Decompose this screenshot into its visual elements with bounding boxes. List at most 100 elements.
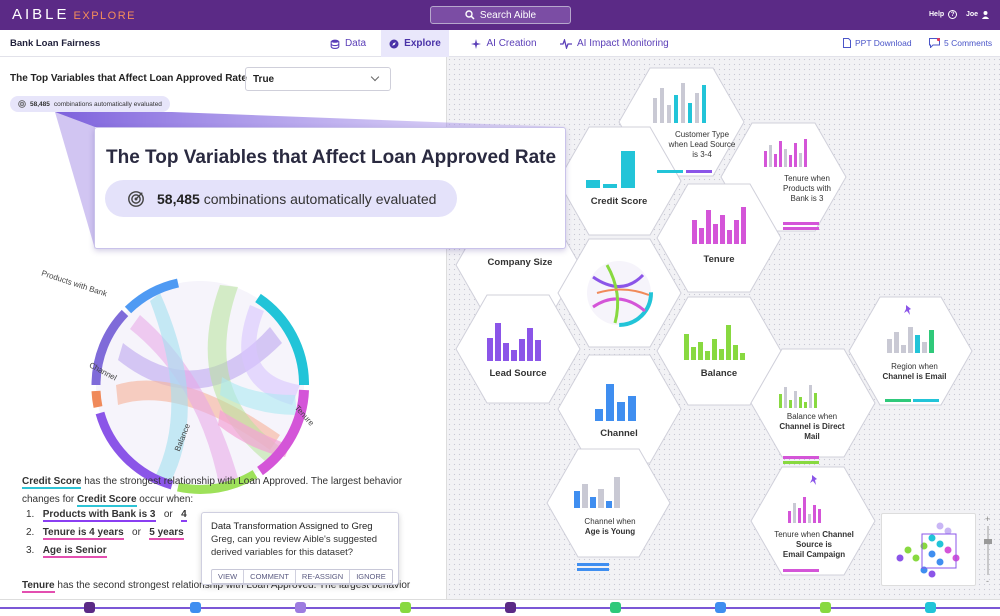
comment-icon [929,38,940,48]
question-title: The Top Variables that Affect Loan Appro… [10,73,247,84]
svg-text:+: + [985,514,990,524]
hex-balance-channel-bars [779,385,819,464]
minimap-graphic [896,522,960,578]
timeline-node[interactable] [84,602,95,613]
hex-channel-age-bars [574,477,620,571]
list-item: 1. Products with Bank is 3 or 4 [26,509,187,522]
condition-link[interactable]: Tenure is 4 years [42,527,124,540]
popup-title: Data Transformation Assigned to Greg [211,521,373,532]
combinations-badge: 58,485 combinations automatically evaluat… [10,96,170,112]
popup-body: Greg, can you review Aible's suggested d… [211,534,378,558]
ppt-download-link[interactable]: PPT Download [843,38,912,48]
insight-text: Credit Score has the strongest relations… [22,476,403,507]
reassign-button[interactable]: RE-ASSIGN [296,570,351,583]
app-logo[interactable]: AIBLE EXPLORE [12,6,136,23]
hex-label-channel-age[interactable]: Channel when Age is Young [584,517,636,536]
tab-ai-impact-monitoring[interactable]: AI Impact Monitoring [560,30,680,57]
timeline-node[interactable] [925,602,936,613]
list-item: 3. Age is Senior [26,545,107,558]
hex-label-tenure-channel[interactable]: Tenure when Channel Source is Email Campai… [774,530,854,559]
hex-center-chord [585,259,653,327]
hex-tenure-products-bars [764,139,819,230]
ignore-button[interactable]: IGNORE [356,572,386,581]
hex-tenure [656,183,782,293]
timeline-bar [0,599,1000,616]
chevron-down-icon [370,72,380,82]
database-icon [330,39,340,49]
hex-label-customer-type[interactable]: Customer Type when Lead Source is 3-4 [668,130,736,159]
timeline-line [0,607,1000,609]
variable-link[interactable]: Credit Score [77,493,137,507]
chord-diagram [91,278,310,494]
behavior-list: 1. Products with Bank is 3 or 4 2. Tenur… [26,506,187,560]
document-icon [843,38,851,48]
top-bar: AIBLE EXPLORE Search Aible Help? Joe [0,0,1000,30]
hex-tenure-bars [692,207,746,244]
hex-tenure-channel-bars [783,475,821,572]
variable-link[interactable]: Credit Score [22,476,82,489]
hex-lead-source [455,294,581,404]
hex-region-bars [885,305,939,402]
zoom-slider[interactable]: + - [981,513,995,586]
user-menu[interactable]: Joe [966,10,990,19]
condition-link[interactable]: Age is Senior [42,545,107,558]
condition-link[interactable]: 4 [181,509,187,522]
question-icon: ? [948,10,958,19]
hex-label-company-size[interactable]: Company Size [487,257,553,268]
svg-text:-: - [986,576,989,586]
tab-data[interactable]: Data [318,30,378,57]
search-icon [465,10,475,20]
variable-link[interactable]: Tenure [22,580,55,593]
hex-label-balance-channel[interactable]: Balance when Channel is Direct Mail [779,412,845,441]
condition-link[interactable]: Products with Bank is 3 [42,509,156,522]
tab-ai-creation[interactable]: AI Creation [466,30,542,57]
pulse-icon [560,38,572,49]
target-icon [128,190,144,207]
hex-label-credit-score[interactable]: Credit Score [590,196,648,207]
timeline-node[interactable] [610,602,621,613]
hex-label-lead-source[interactable]: Lead Source [489,368,547,379]
timeline-node[interactable] [820,602,831,613]
hex-label-balance[interactable]: Balance [700,368,738,379]
zoom-slider-graphic: + - [984,514,992,586]
timeline-node[interactable] [190,602,201,613]
hex-balance-channel [750,348,876,458]
timeline-node[interactable] [715,602,726,613]
insight-text-2: Tenure has the second strongest relation… [22,580,411,593]
zoom-callout: The Top Variables that Affect Loan Appro… [94,127,566,249]
hex-channel-bars [595,384,636,421]
callout-combinations: 58,485 combinations automatically evalua… [105,180,457,217]
task-popup: Data Transformation Assigned to Greg Gre… [201,512,399,585]
minimap[interactable] [881,513,976,586]
hex-credit-score-bars [586,151,635,188]
hex-label-channel[interactable]: Channel [600,428,638,439]
hex-lead-source-bars [487,323,541,361]
condition-link[interactable]: 5 years [149,527,184,540]
view-button[interactable]: VIEW [212,570,245,583]
compass-icon [389,39,399,48]
hex-balance-bars [684,325,745,360]
hex-label-tenure-products[interactable]: Tenure when Products with Bank is 3 [782,174,832,203]
target-value-select[interactable]: True [245,67,391,91]
analysis-panel: The Top Variables that Affect Loan Appro… [0,57,447,605]
sparkle-icon [471,38,482,49]
popup-actions: VIEW COMMENT RE-ASSIGN IGNORE [211,569,393,584]
sub-bar: Bank Loan Fairness Data Explore AI Creat… [0,30,1000,57]
timeline-node[interactable] [400,602,411,613]
tab-explore[interactable]: Explore [381,30,449,57]
help-button[interactable]: Help? [929,10,958,19]
hex-label-tenure[interactable]: Tenure [703,254,735,265]
comment-button[interactable]: COMMENT [244,570,296,583]
user-avatar-icon [981,10,990,19]
hex-customer-type-bars [653,83,712,173]
search-label: Search Aible [479,9,537,21]
search-button[interactable]: Search Aible [430,6,571,24]
hex-label-region[interactable]: Region when Channel is Email [882,362,947,381]
list-item: 2. Tenure is 4 years or 5 years [26,527,184,540]
timeline-node[interactable] [295,602,306,613]
comments-link[interactable]: 5 Comments [929,38,992,48]
project-title: Bank Loan Fairness [10,38,101,49]
timeline-node[interactable] [505,602,516,613]
target-icon [18,100,26,108]
callout-title: The Top Variables that Affect Loan Appro… [106,147,557,168]
